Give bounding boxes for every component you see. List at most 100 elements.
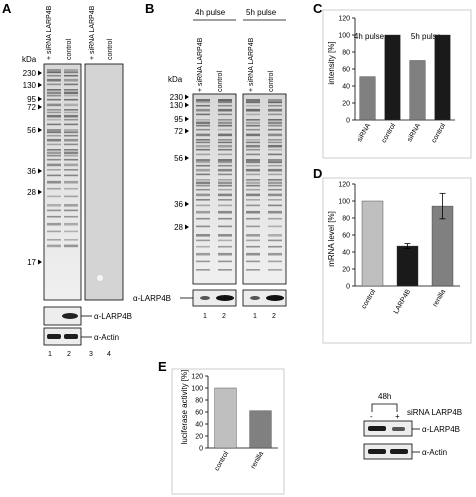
lane-number-b-3: 1: [253, 313, 257, 320]
blot-label-a-larp4b: α-LARP4B: [94, 312, 132, 321]
lane-number-a-1: 1: [48, 351, 52, 358]
b-band-76: [246, 113, 260, 116]
b-band-0: [196, 99, 210, 102]
b-band-71: [218, 269, 232, 271]
c-bar-3: [434, 34, 451, 121]
a-band-36: [47, 244, 61, 248]
b-band-1: [196, 101, 210, 104]
gel-bands-a: [47, 69, 78, 248]
panel-b: 4h pulse 5h pulse + siRNA LARP4B control…: [133, 8, 287, 320]
b-band-9: [196, 133, 210, 137]
d-ytick-label-5: 100: [338, 199, 350, 206]
lane-header-a-1: + siRNA LARP4B: [46, 5, 53, 60]
b-band-118: [268, 139, 282, 141]
b-band-44: [218, 128, 232, 131]
lane-header-a-3: + siRNA LARP4B: [89, 5, 96, 60]
a-marker-56: 56: [27, 126, 36, 135]
a-band-1: [47, 71, 61, 74]
b-band-52: [218, 161, 232, 164]
a-band-69: [64, 215, 78, 218]
d-ytick-label-0: 0: [346, 284, 350, 291]
a-band-17: [47, 134, 61, 137]
a-band-67: [64, 204, 78, 207]
b-band-86: [246, 153, 260, 156]
b-band-54: [218, 168, 232, 172]
b-band-72: [246, 99, 260, 102]
b-band-74: [246, 104, 260, 107]
b-marker-arrow-130: [185, 102, 189, 108]
gel-bands-b: [196, 99, 282, 271]
b-band-115: [268, 124, 282, 127]
a-band-44: [64, 94, 78, 97]
b-band-92: [246, 179, 260, 181]
panel-label-e: E: [158, 359, 167, 374]
a-band-50: [64, 118, 78, 121]
c-ytick-label-4: 80: [342, 50, 350, 57]
a-band-45: [64, 98, 78, 101]
a-band-13: [47, 118, 61, 121]
b-band-88: [246, 161, 260, 164]
a-band-28: [47, 187, 61, 190]
c-bar-2: [409, 60, 426, 121]
chart-e: luciferase activity [%] 0 20 40 60 80 100 120 c…: [171, 368, 285, 495]
blot-e-time: 48h: [378, 392, 391, 401]
a-band-66: [64, 195, 78, 198]
b-band-128: [268, 179, 282, 181]
a-band-70: [64, 222, 78, 226]
b-band-124: [268, 161, 282, 164]
b-band-7: [196, 124, 210, 127]
c-ytick-label-0: 0: [346, 118, 350, 125]
b-band-140: [268, 245, 282, 248]
a-band-58: [64, 151, 78, 155]
b-band-62: [218, 204, 232, 207]
d-category-label-2: renilla: [432, 288, 447, 308]
b-marker-36: 36: [174, 200, 183, 209]
b-band-106: [246, 260, 260, 263]
a-band-27: [47, 180, 61, 184]
a-band-19: [47, 143, 61, 146]
c-ytick-label-1: 20: [342, 101, 350, 108]
b-band-84: [246, 144, 260, 148]
b-band-96: [246, 193, 260, 197]
c-category-label-0: siRNA: [356, 122, 372, 143]
blot-e-lane-minus: -: [370, 412, 373, 421]
lane-header-a-4: control: [107, 39, 114, 60]
b-band-39: [218, 108, 232, 112]
a-band-12: [47, 114, 61, 118]
b-marker-arrow-230: [185, 94, 189, 100]
blot-e-actin: [363, 443, 413, 460]
lane-header-b-2: control: [217, 71, 224, 92]
a-band-64: [64, 180, 78, 184]
a-band-0: [47, 69, 61, 72]
b-band-73: [246, 101, 260, 104]
chart-d: mRNA level [%] 0 20 40 60 80 100 120 control LAR…: [322, 177, 472, 344]
b-band-3: [196, 108, 210, 112]
gel-a-right: [84, 63, 124, 301]
chart-e-frame: [171, 368, 285, 495]
b-band-127: [268, 173, 282, 176]
a-band-2: [47, 74, 61, 77]
b-band-63: [218, 210, 232, 214]
a-band-39: [64, 74, 78, 77]
a-band-8: [47, 98, 61, 101]
b-band-61: [218, 199, 232, 201]
a-band-40: [64, 78, 78, 82]
d-ytick-label-1: 20: [342, 267, 350, 274]
e-ytick-label-5: 100: [191, 386, 203, 393]
b-band-18: [196, 168, 210, 172]
e-ytick-label-2: 40: [195, 422, 203, 429]
b-band-126: [268, 168, 282, 172]
b-band-16: [196, 161, 210, 164]
c-ytick-label-3: 60: [342, 67, 350, 74]
a-band-56: [64, 143, 78, 146]
lane-number-a-3: 3: [89, 351, 93, 358]
b-band-59: [218, 188, 232, 191]
b-band-141: [268, 252, 282, 256]
b-band-132: [268, 193, 282, 197]
blot-e-label-actin: α-Actin: [422, 448, 447, 457]
chart-c-group-2: 5h pulse: [411, 32, 442, 41]
blot-e-lane-plus: +: [395, 412, 400, 421]
chart-c-group-1: 4h pulse: [354, 32, 385, 41]
a-band-52: [64, 129, 78, 132]
